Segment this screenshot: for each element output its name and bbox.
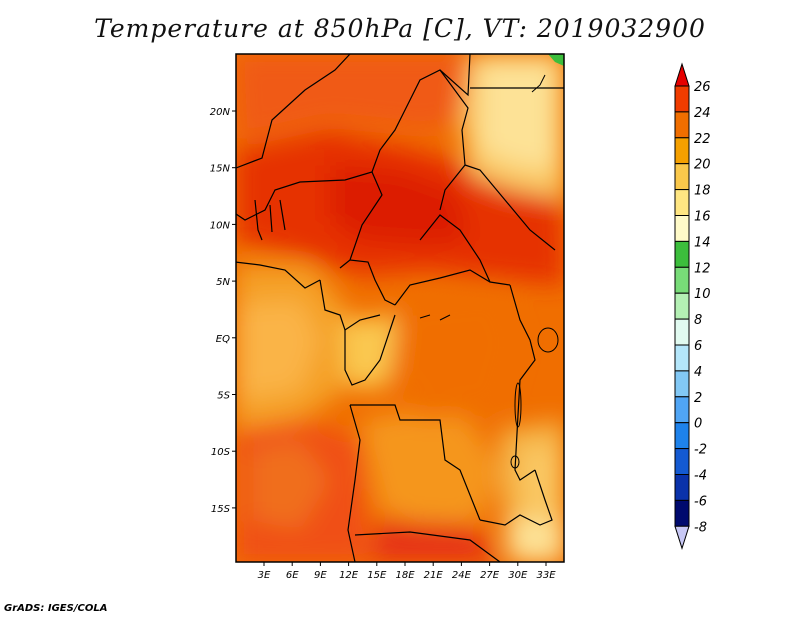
- colorbar-bin: [674, 370, 690, 398]
- lon-tick-label: 15E: [367, 570, 387, 581]
- lat-tick-label: 5S: [217, 391, 230, 402]
- colorbar-bin: [674, 266, 690, 294]
- colorbar-level-label: 26: [694, 80, 711, 95]
- longitude-axis: 3E 6E 9E 12E 15E 18E 21E 24E 27E 30E 33E: [258, 562, 556, 581]
- map-frame: [235, 53, 565, 563]
- lon-tick-label: 30E: [508, 570, 528, 581]
- colorbar-bin: [674, 137, 690, 165]
- colorbar-level-label: 6: [694, 339, 702, 354]
- lakes: [419, 74, 559, 469]
- map-title: Temperature at 850hPa [C], VT: 201903290…: [94, 14, 706, 43]
- colorbar-top-arrow: [674, 62, 690, 87]
- lat-tick-label: 15S: [211, 504, 231, 515]
- lon-tick-label: 33E: [536, 570, 556, 581]
- colorbar-bottom-arrow: [674, 525, 690, 550]
- lon-tick-label: 9E: [314, 570, 327, 581]
- colorbar-level-label: 22: [694, 132, 711, 147]
- colorbar-level-label: 18: [694, 184, 711, 199]
- lon-tick-label: 18E: [395, 570, 415, 581]
- lat-tick-label: 15N: [210, 164, 231, 175]
- colorbar-bin: [674, 499, 690, 527]
- lat-tick-label: 10S: [211, 447, 231, 458]
- lat-tick-label: EQ: [216, 334, 230, 345]
- lon-tick-label: 24E: [452, 570, 472, 581]
- temperature-field: [236, 54, 564, 562]
- lat-tick-label: 10N: [210, 220, 231, 231]
- colorbar-bin: [674, 163, 690, 191]
- colorbar-bin: [674, 396, 690, 424]
- colorbar-bin: [674, 318, 690, 346]
- lon-tick-label: 3E: [258, 570, 271, 581]
- colorbar-bin: [674, 344, 690, 372]
- colorbar-level-label: -4: [694, 469, 707, 484]
- colorbar-level-label: 16: [694, 210, 711, 225]
- colorbar-level-label: 8: [694, 313, 702, 328]
- colorbar-bin: [674, 85, 690, 113]
- colorbar-level-label: 10: [694, 287, 711, 302]
- colorbar-bin: [674, 448, 690, 476]
- colorbar-bin: [674, 422, 690, 450]
- colorbar-level-label: -8: [694, 520, 707, 535]
- colorbar-level-label: 12: [694, 261, 711, 276]
- lon-tick-label: 6E: [286, 570, 299, 581]
- colorbar-level-label: 20: [694, 158, 711, 173]
- country-borders: [236, 54, 564, 562]
- colorbar-bin: [674, 111, 690, 139]
- colorbar-bin: [674, 240, 690, 268]
- lat-tick-label: 5N: [216, 277, 230, 288]
- lon-tick-label: 12E: [339, 570, 359, 581]
- lat-tick-label: 20N: [210, 107, 231, 118]
- lon-tick-label: 27E: [480, 570, 500, 581]
- colorbar-level-label: 0: [694, 417, 702, 432]
- lon-tick-label: 21E: [424, 570, 444, 581]
- colorbar-bin: [674, 189, 690, 217]
- latitude-axis: 20N 15N 10N 5N EQ 5S 10S 15S: [210, 107, 236, 515]
- colorbar-level-label: 24: [694, 106, 711, 121]
- colorbar-level-label: -6: [694, 494, 707, 509]
- colorbar-level-label: -2: [694, 443, 707, 458]
- colorbar-level-label: 4: [694, 365, 702, 380]
- colorbar-bin: [674, 292, 690, 320]
- colorbar-level-label: 2: [694, 391, 702, 406]
- colorbar-level-label: 14: [694, 235, 711, 250]
- grads-credit: GrADS: IGES/COLA: [4, 603, 108, 614]
- colorbar-bin: [674, 215, 690, 242]
- colorbar-bin: [674, 474, 690, 501]
